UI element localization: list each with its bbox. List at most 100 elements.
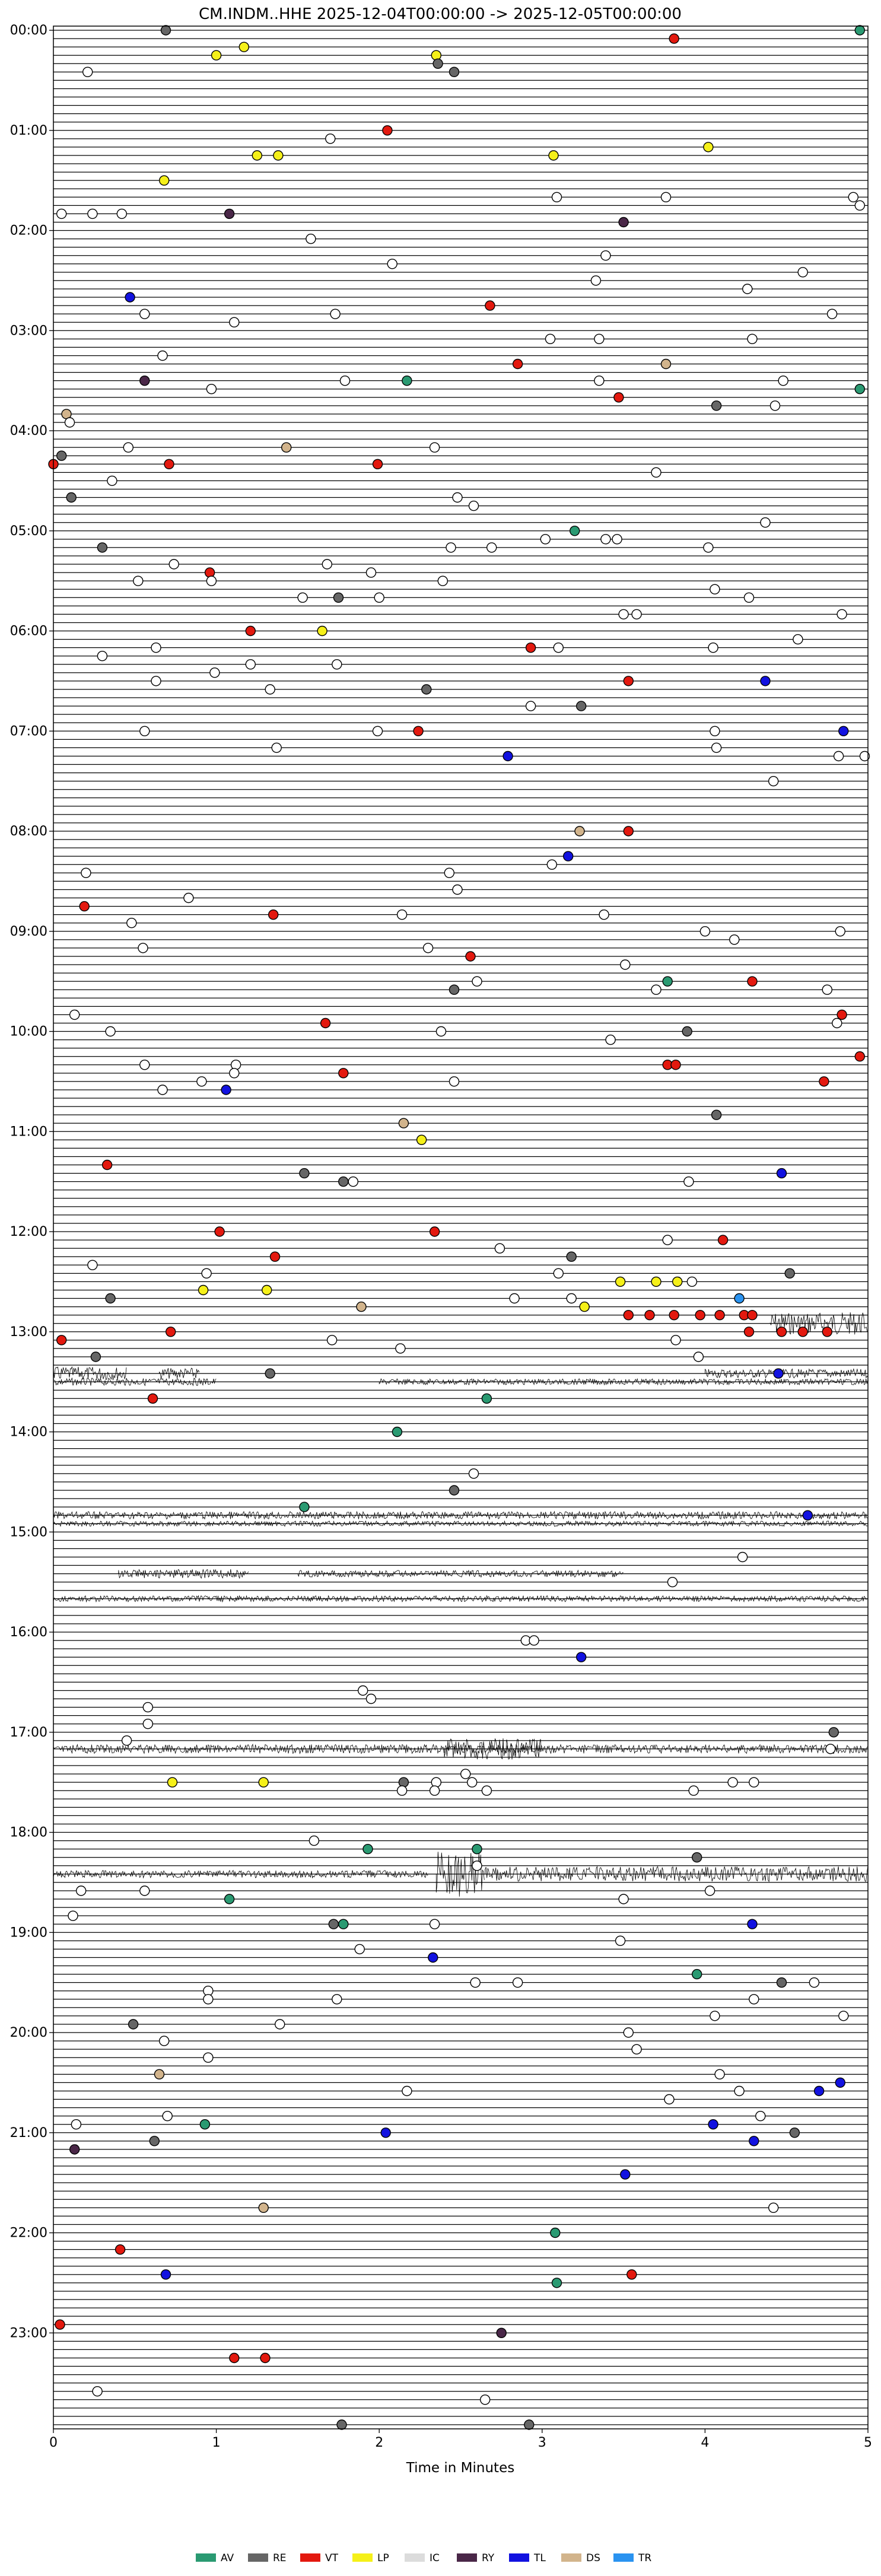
noise-burst <box>159 1367 200 1379</box>
event-ic <box>452 884 463 895</box>
event-ds <box>258 2202 269 2214</box>
event-re <box>398 1777 409 1788</box>
event-ic <box>87 208 98 220</box>
event-av <box>854 25 866 36</box>
event-ic <box>203 2052 214 2063</box>
event-ic <box>472 1861 482 1871</box>
event-av <box>662 976 673 987</box>
event-av <box>299 1502 310 1512</box>
event-ic <box>468 1468 479 1479</box>
event-re <box>66 492 77 503</box>
event-ic <box>472 976 482 987</box>
event-ic <box>703 542 714 553</box>
event-ic <box>838 2011 849 2021</box>
event-vt <box>260 2352 271 2364</box>
event-ic <box>670 1335 681 1346</box>
event-lp <box>252 150 262 161</box>
event-av <box>691 1968 702 1980</box>
event-ic <box>848 192 859 202</box>
event-vt <box>747 1309 758 1321</box>
event-ic <box>133 575 144 586</box>
event-lp <box>416 1134 427 1146</box>
event-ic <box>56 208 67 220</box>
noise-burst <box>53 1510 868 1521</box>
event-vt <box>669 33 679 44</box>
event-ic <box>859 750 870 762</box>
event-ic <box>138 943 148 953</box>
event-re <box>128 2019 139 2030</box>
event-lp <box>651 1276 661 1287</box>
event-ic <box>245 659 256 670</box>
event-av <box>224 1894 235 1904</box>
legend-label: LP <box>377 2552 389 2564</box>
event-lp <box>258 1777 269 1788</box>
event-ic <box>545 333 556 344</box>
event-av <box>338 1919 349 1929</box>
event-re <box>576 701 587 711</box>
event-ic <box>546 859 557 870</box>
event-re <box>149 2136 160 2146</box>
event-re <box>449 984 460 995</box>
legend-swatch <box>561 2553 581 2562</box>
event-ic <box>396 909 408 920</box>
event-ic <box>157 350 168 361</box>
event-vt <box>714 1309 725 1321</box>
x-tick-label: 1 <box>212 2435 221 2450</box>
event-lp <box>167 1777 178 1788</box>
noise-burst <box>444 1738 542 1760</box>
event-ic <box>540 534 551 545</box>
event-ic <box>793 634 803 645</box>
x-tick-label: 2 <box>375 2435 383 2450</box>
x-tick-label: 4 <box>701 2435 709 2450</box>
event-ic <box>699 926 711 937</box>
event-ic <box>92 2386 103 2397</box>
event-ic <box>157 1085 168 1095</box>
event-re <box>784 1268 795 1279</box>
y-tick-label: 14:00 <box>10 1425 47 1440</box>
event-lp <box>317 625 327 637</box>
event-re <box>449 66 460 78</box>
event-ic <box>832 1017 842 1029</box>
event-re <box>265 1368 275 1379</box>
event-vt <box>797 1327 808 1337</box>
noise-burst <box>769 1312 868 1335</box>
event-vt <box>166 1327 176 1337</box>
event-ic <box>797 267 808 278</box>
event-re <box>90 1351 101 1362</box>
event-ic <box>151 676 161 686</box>
event-ic <box>662 1235 673 1245</box>
event-vt <box>623 676 634 686</box>
event-ic <box>615 1935 626 1947</box>
noise-burst <box>485 1866 869 1882</box>
event-vt <box>164 459 174 469</box>
event-ic <box>612 534 622 545</box>
event-vt <box>626 2269 637 2280</box>
event-vt <box>819 1076 829 1087</box>
event-av <box>392 1426 403 1438</box>
event-re <box>524 2419 535 2430</box>
event-vt <box>55 2319 65 2330</box>
event-tl <box>838 726 849 737</box>
y-tick-label: 11:00 <box>10 1124 47 1139</box>
legend-swatch <box>248 2553 268 2562</box>
legend-label: TL <box>533 2552 546 2564</box>
event-vt <box>776 1327 787 1337</box>
event-vt <box>623 826 634 837</box>
event-ds <box>398 1118 409 1128</box>
event-ic <box>708 642 718 653</box>
event-ic <box>760 517 771 528</box>
event-tl <box>813 2085 825 2097</box>
legend-label: RY <box>482 2552 495 2564</box>
event-ic <box>631 2044 642 2055</box>
y-tick-label: 20:00 <box>10 2025 47 2040</box>
event-ic <box>833 750 844 762</box>
event-lp <box>273 150 284 161</box>
plot-frame <box>53 26 869 2429</box>
event-vt <box>204 567 215 578</box>
event-ic <box>683 1176 694 1187</box>
event-ic <box>467 1777 478 1788</box>
legend-swatch <box>457 2553 477 2562</box>
event-ic <box>229 1068 240 1079</box>
event-ic <box>605 1034 616 1045</box>
